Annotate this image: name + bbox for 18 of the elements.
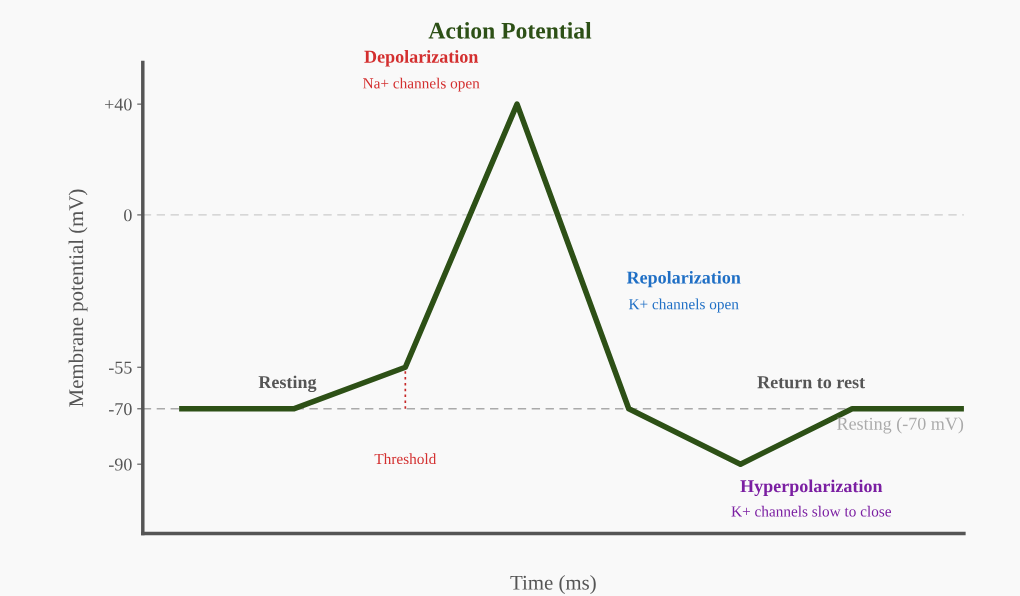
annotation: Return to rest (757, 376, 866, 389)
annotation: Hyperpolarization (740, 479, 883, 496)
annotation: K+ channels open (628, 298, 739, 313)
annotation: Depolarization (364, 50, 479, 67)
y-tick-label: -55 (108, 361, 132, 374)
y-axis-title: Membrane potential (mV) (68, 189, 88, 407)
chart-title: Action Potential (428, 22, 592, 39)
annotation: Na+ channels open (363, 77, 480, 92)
y-tick-label: -90 (108, 458, 132, 471)
ref-line-label: Resting (-70 mV) (837, 417, 964, 434)
y-tick-label: 0 (124, 209, 132, 222)
annotation: K+ channels slow to close (731, 505, 892, 517)
x-axis-title: Time (ms) (510, 575, 596, 594)
annotation: Repolarization (626, 270, 741, 288)
y-tick-label: +40 (105, 98, 132, 111)
annotation: Resting (258, 375, 317, 393)
annotation: Threshold (374, 453, 437, 465)
y-tick-label: -70 (108, 403, 132, 416)
